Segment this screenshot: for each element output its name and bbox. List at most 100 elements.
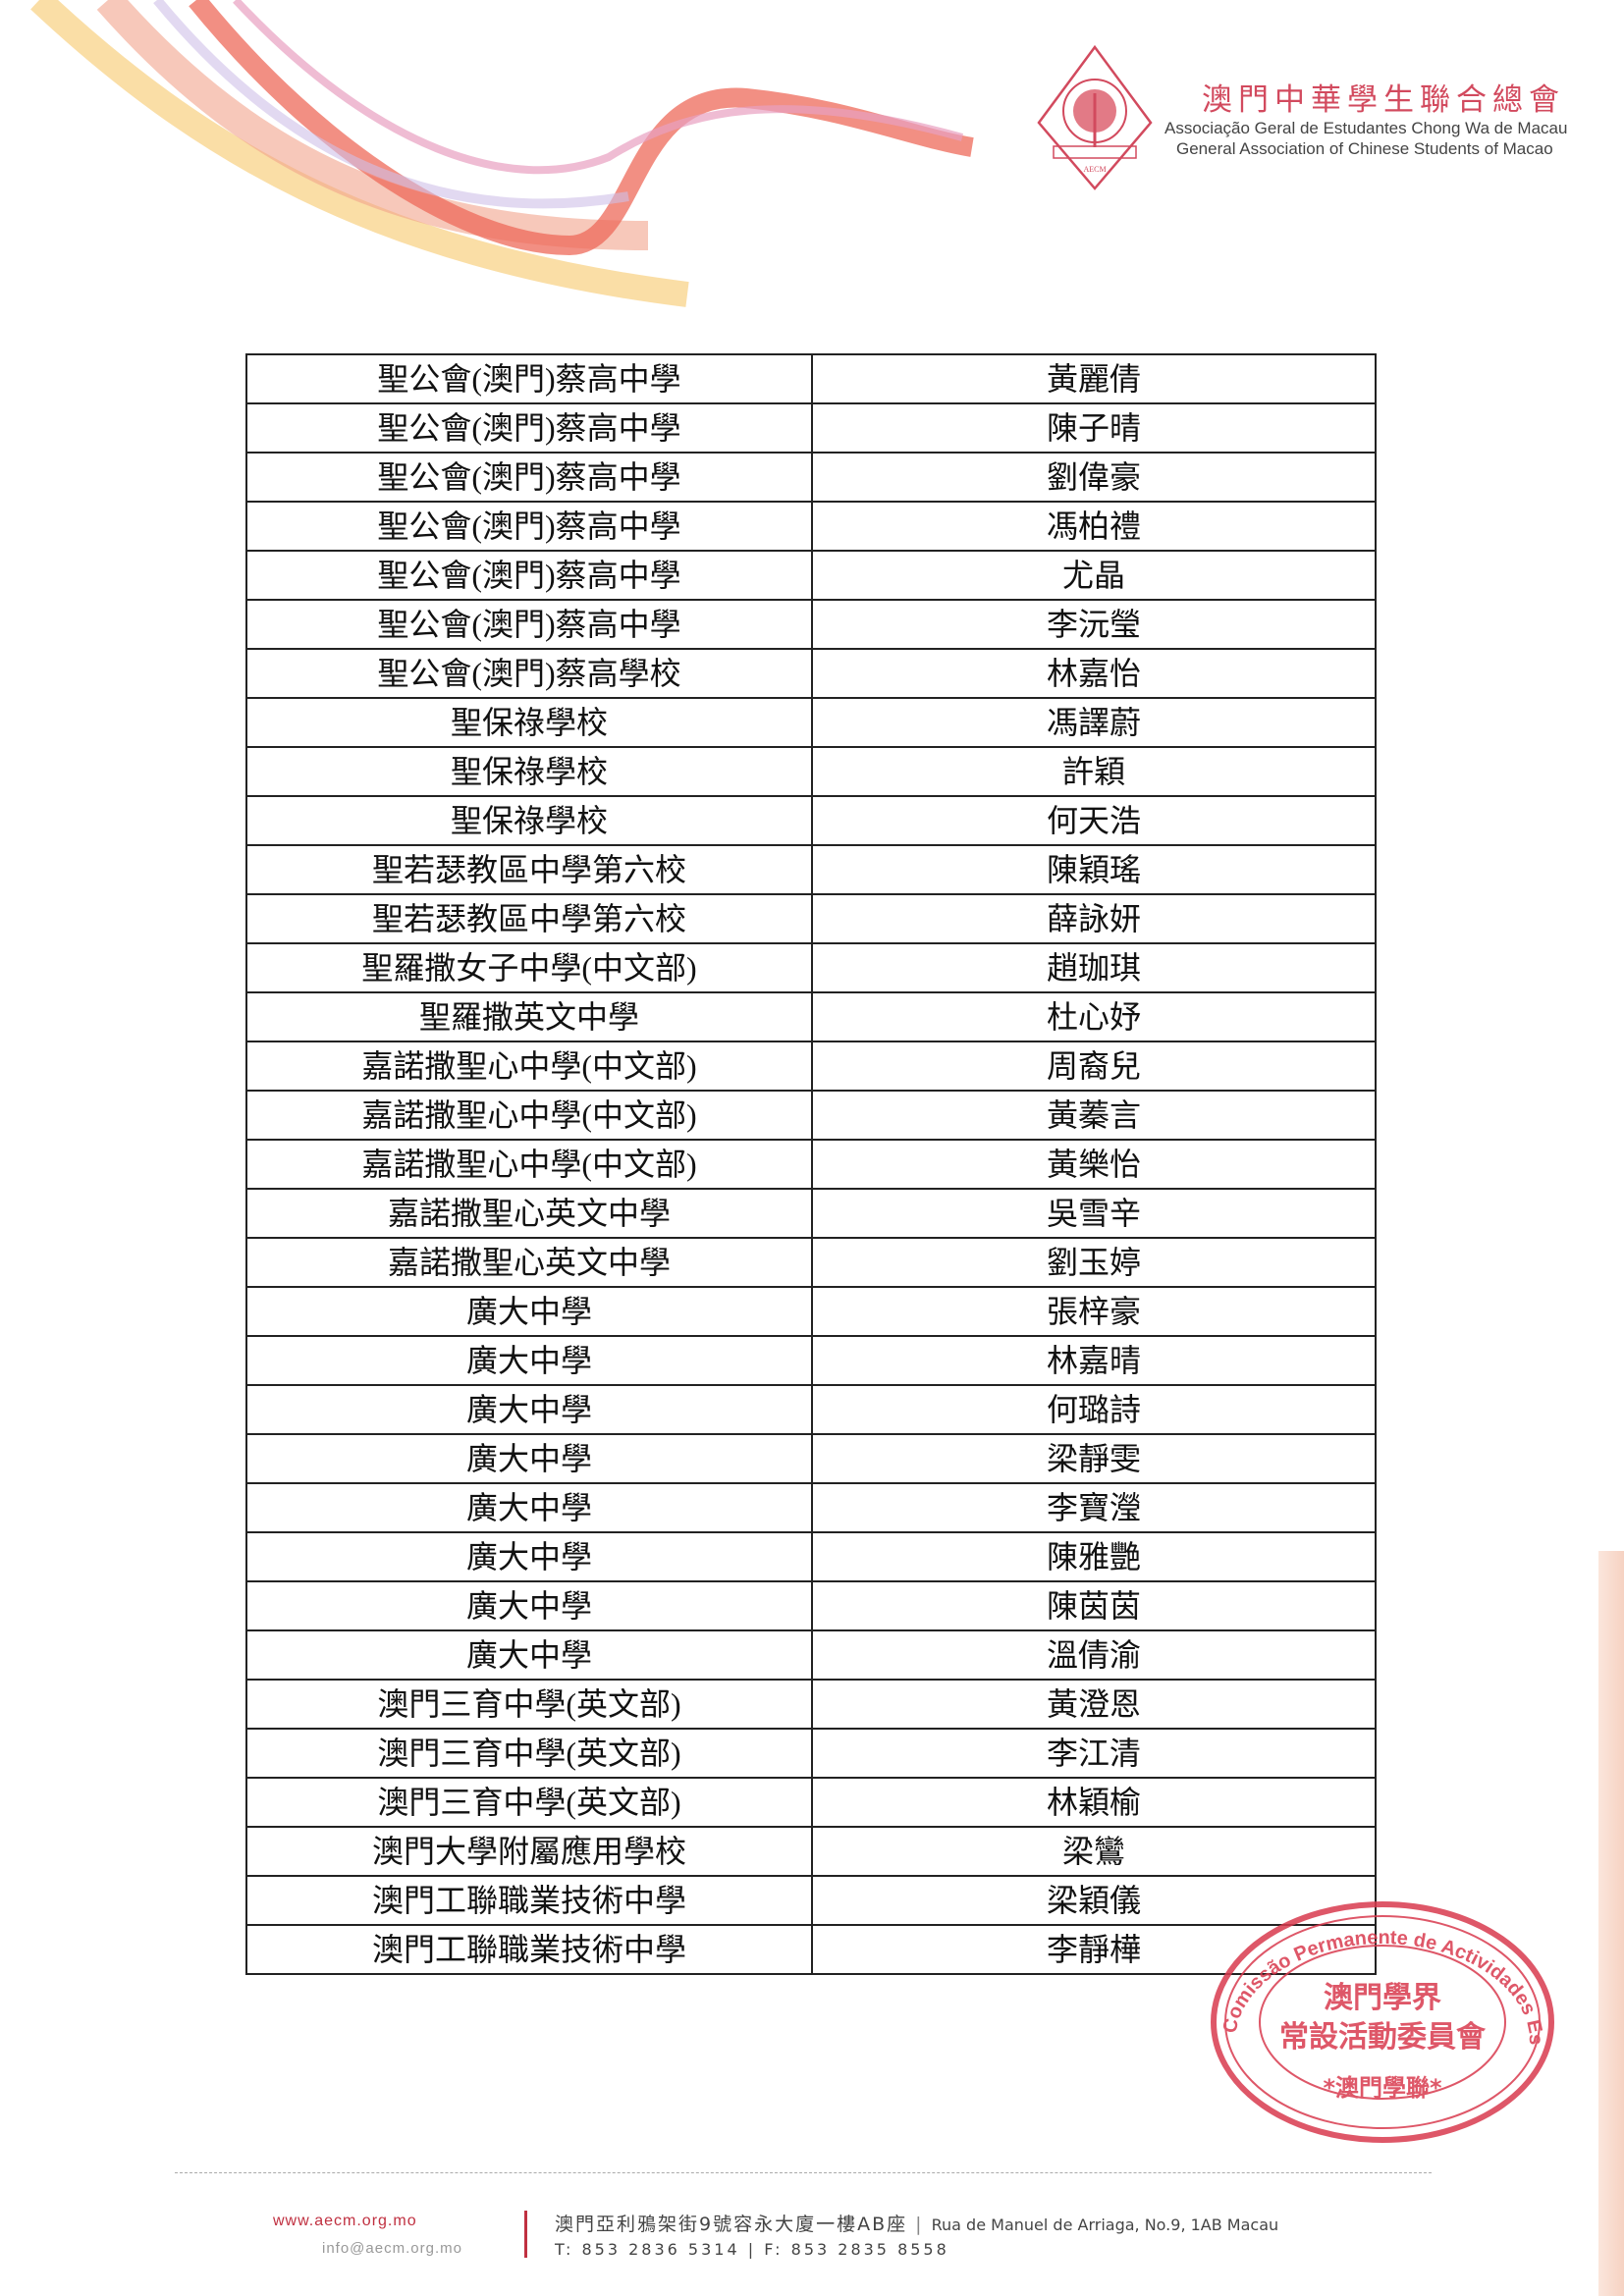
student-name-cell: 張梓豪 (811, 1286, 1377, 1337)
svg-text:AECM: AECM (1083, 165, 1106, 174)
student-name-cell: 薛詠妍 (811, 893, 1377, 944)
student-name-cell: 吳雪辛 (811, 1188, 1377, 1239)
school-cell: 嘉諾撒聖心中學(中文部) (245, 1139, 813, 1190)
school-cell: 聖保祿學校 (245, 697, 813, 748)
student-name-cell: 何天浩 (811, 795, 1377, 846)
footer-email-link[interactable]: info@aecm.org.mo (322, 2240, 462, 2257)
student-name-cell: 林嘉晴 (811, 1335, 1377, 1386)
table-row: 廣大中學 張梓豪 (245, 1286, 1377, 1337)
student-name-cell: 梁鸞 (811, 1826, 1377, 1877)
school-cell: 廣大中學 (245, 1433, 813, 1484)
student-name-cell: 劉偉豪 (811, 452, 1377, 503)
school-cell: 聖公會(澳門)蔡高中學 (245, 402, 813, 454)
aecm-logo: AECM (1037, 44, 1153, 190)
table-row: 聖公會(澳門)蔡高中學 陳子晴 (245, 402, 1377, 454)
school-cell: 廣大中學 (245, 1482, 813, 1533)
student-name-cell: 李江清 (811, 1728, 1377, 1779)
table-row: 澳門三育中學(英文部) 黃澄恩 (245, 1679, 1377, 1730)
table-row: 聖羅撒女子中學(中文部) 趙珈琪 (245, 942, 1377, 993)
footer-separator (524, 2211, 527, 2258)
table-row: 聖羅撒英文中學 杜心妤 (245, 991, 1377, 1042)
school-cell: 聖公會(澳門)蔡高中學 (245, 501, 813, 552)
student-name-cell: 尤晶 (811, 550, 1377, 601)
school-cell: 聖羅撒女子中學(中文部) (245, 942, 813, 993)
table-row: 嘉諾撒聖心中學(中文部) 黃蓁言 (245, 1090, 1377, 1141)
org-name-portuguese: Associação Geral de Estudantes Chong Wa … (1164, 119, 1568, 137)
table-row: 嘉諾撒聖心中學(中文部) 黃樂怡 (245, 1139, 1377, 1190)
stamp-bottom-text: *澳門學聯* (1323, 2074, 1442, 2102)
table-row: 澳門大學附屬應用學校 梁鸞 (245, 1826, 1377, 1877)
school-cell: 聖保祿學校 (245, 746, 813, 797)
student-name-cell: 馮譯蔚 (811, 697, 1377, 748)
table-row: 廣大中學 陳茵茵 (245, 1580, 1377, 1631)
school-cell: 澳門工聯職業技術中學 (245, 1875, 813, 1926)
table-row: 聖保祿學校 何天浩 (245, 795, 1377, 846)
table-row: 聖公會(澳門)蔡高中學 尤晶 (245, 550, 1377, 601)
school-cell: 聖公會(澳門)蔡高中學 (245, 599, 813, 650)
student-name-cell: 溫倩渝 (811, 1629, 1377, 1681)
official-stamp: Comissão Permanente de Actividades Escol… (1206, 1895, 1554, 2143)
footer-address: 澳門亞利鴉架街9號容永大廈一樓AB座 | Rua de Manuel de Ar… (555, 2214, 1279, 2235)
student-name-cell: 黃澄恩 (811, 1679, 1377, 1730)
table-row: 聖公會(澳門)蔡高中學 馮柏禮 (245, 501, 1377, 552)
footer-website-link[interactable]: www.aecm.org.mo (273, 2213, 417, 2229)
table-row: 聖保祿學校 馮譯蔚 (245, 697, 1377, 748)
table-row: 廣大中學 何璐詩 (245, 1384, 1377, 1435)
school-cell: 嘉諾撒聖心英文中學 (245, 1188, 813, 1239)
student-name-cell: 陳雅艷 (811, 1531, 1377, 1582)
student-name-cell: 梁穎儀 (811, 1875, 1377, 1926)
school-cell: 聖保祿學校 (245, 795, 813, 846)
footer-phone-fax: T: 853 2836 5314 | F: 853 2835 8558 (555, 2240, 949, 2259)
student-name-cell: 趙珈琪 (811, 942, 1377, 993)
table-row: 澳門三育中學(英文部) 林穎榆 (245, 1777, 1377, 1828)
table-row: 聖若瑟教區中學第六校 陳穎瑤 (245, 844, 1377, 895)
school-cell: 廣大中學 (245, 1531, 813, 1582)
student-name-cell: 何璐詩 (811, 1384, 1377, 1435)
table-row: 聖公會(澳門)蔡高中學 劉偉豪 (245, 452, 1377, 503)
stamp-line-1: 澳門學界 (1324, 1981, 1441, 2015)
table-row: 澳門三育中學(英文部) 李江清 (245, 1728, 1377, 1779)
decorative-ribbons (30, 0, 974, 307)
table-row: 澳門工聯職業技術中學 李靜樺 (245, 1924, 1377, 1975)
school-cell: 澳門工聯職業技術中學 (245, 1924, 813, 1975)
school-cell: 嘉諾撒聖心中學(中文部) (245, 1090, 813, 1141)
table-row: 聖公會(澳門)蔡高中學 黃麗倩 (245, 353, 1377, 404)
table-row: 聖公會(澳門)蔡高學校 林嘉怡 (245, 648, 1377, 699)
student-name-cell: 李寶瀅 (811, 1482, 1377, 1533)
student-name-cell: 林穎榆 (811, 1777, 1377, 1828)
school-cell: 廣大中學 (245, 1335, 813, 1386)
table-row: 聖公會(澳門)蔡高中學 李沅瑩 (245, 599, 1377, 650)
school-cell: 聖公會(澳門)蔡高學校 (245, 648, 813, 699)
school-cell: 澳門三育中學(英文部) (245, 1728, 813, 1779)
footer-address-cn: 澳門亞利鴉架街9號容永大廈一樓AB座 (555, 2214, 908, 2235)
student-name-cell: 黃麗倩 (811, 353, 1377, 404)
school-cell: 嘉諾撒聖心中學(中文部) (245, 1041, 813, 1092)
school-cell: 聖公會(澳門)蔡高中學 (245, 452, 813, 503)
table-row: 澳門工聯職業技術中學 梁穎儀 (245, 1875, 1377, 1926)
student-name-cell: 劉玉婷 (811, 1237, 1377, 1288)
student-name-cell: 陳茵茵 (811, 1580, 1377, 1631)
school-cell: 聖若瑟教區中學第六校 (245, 893, 813, 944)
student-name-cell: 陳子晴 (811, 402, 1377, 454)
student-name-cell: 杜心妤 (811, 991, 1377, 1042)
table-row: 聖若瑟教區中學第六校 薛詠妍 (245, 893, 1377, 944)
student-name-cell: 李靜樺 (811, 1924, 1377, 1975)
org-name-chinese: 澳門中華學生聯合總會 (1202, 82, 1565, 118)
student-name-cell: 林嘉怡 (811, 648, 1377, 699)
table-row: 廣大中學 林嘉晴 (245, 1335, 1377, 1386)
school-cell: 嘉諾撒聖心英文中學 (245, 1237, 813, 1288)
table-row: 聖保祿學校 許穎 (245, 746, 1377, 797)
table-row: 廣大中學 溫倩渝 (245, 1629, 1377, 1681)
school-cell: 廣大中學 (245, 1629, 813, 1681)
table-row: 廣大中學 陳雅艷 (245, 1531, 1377, 1582)
student-name-cell: 李沅瑩 (811, 599, 1377, 650)
table-row: 廣大中學 李寶瀅 (245, 1482, 1377, 1533)
school-cell: 聖公會(澳門)蔡高中學 (245, 550, 813, 601)
footer-address-pt: Rua de Manuel de Arriaga, No.9, 1AB Maca… (931, 2216, 1279, 2234)
school-cell: 聖公會(澳門)蔡高中學 (245, 353, 813, 404)
school-cell: 澳門大學附屬應用學校 (245, 1826, 813, 1877)
table-row: 嘉諾撒聖心英文中學 吳雪辛 (245, 1188, 1377, 1239)
school-cell: 澳門三育中學(英文部) (245, 1777, 813, 1828)
footer-divider (175, 2172, 1432, 2173)
table-row: 嘉諾撒聖心英文中學 劉玉婷 (245, 1237, 1377, 1288)
